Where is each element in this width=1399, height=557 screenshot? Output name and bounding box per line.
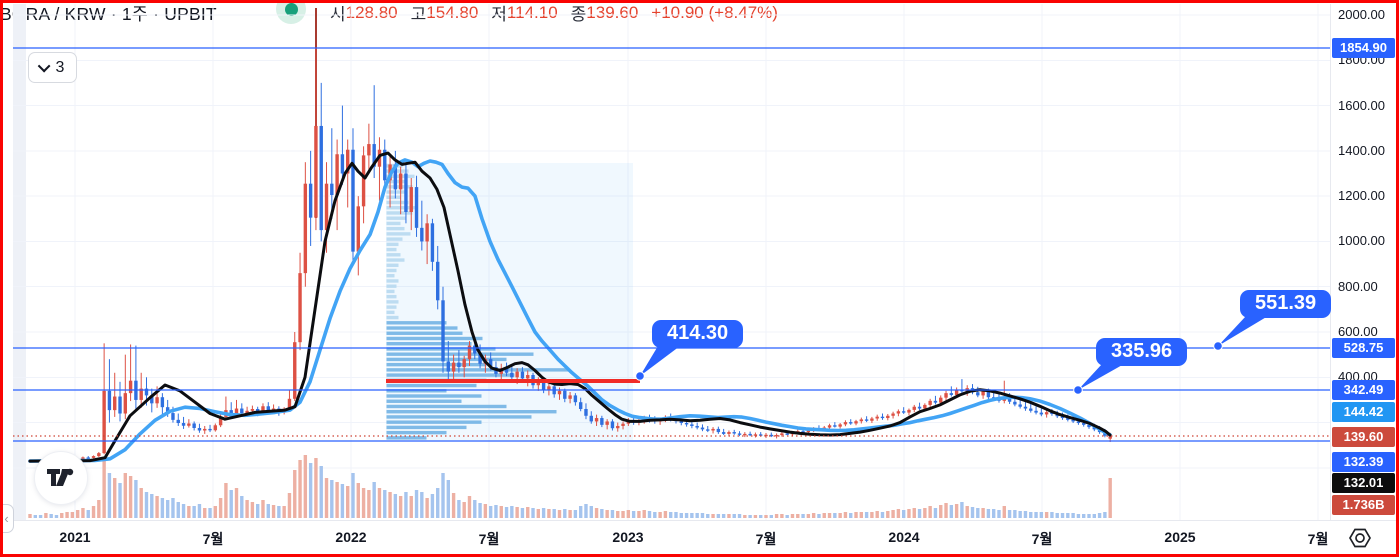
hidden-drawings-count: 3 — [55, 58, 65, 76]
price-callout-335.96[interactable]: 335.96 — [1096, 338, 1188, 366]
price-axis[interactable]: 2000.00 1800.00 1600.00 1400.00 1200.00 1000.… — [1330, 4, 1397, 520]
ma-blue-line — [28, 158, 1112, 463]
collapsed-drawing-toolbar — [13, 4, 26, 520]
price-tick-600.00: 600.00 — [1338, 324, 1378, 339]
price-badge-1854.90: 1854.90 — [1332, 38, 1395, 58]
low-value: 114.10 — [506, 2, 558, 22]
price-callout-414.30[interactable]: 414.30 — [652, 320, 744, 348]
time-tick-2022: 2022 — [335, 529, 367, 545]
tradingview-logo-icon — [47, 468, 74, 486]
high-value: 154.80 — [426, 2, 479, 22]
tradingview-logo-watermark — [34, 451, 88, 505]
hidden-drawings-toggle-button[interactable]: 3 — [28, 52, 77, 83]
price-badge-1.736B: 1.736B — [1332, 495, 1395, 515]
gear-icon — [1349, 528, 1371, 548]
price-tick-1600.00: 1600.00 — [1338, 97, 1385, 113]
price-badge-132.39: 132.39 — [1332, 452, 1395, 472]
time-tick-7월: 7월 — [1031, 531, 1053, 547]
time-tick-7월: 7월 — [202, 531, 224, 547]
close-value: 139.60 — [586, 2, 639, 22]
symbol-title[interactable]: BORA / KRW · 1주 · UPBIT — [0, 3, 217, 24]
volume-profile-drawing[interactable] — [386, 163, 633, 440]
price-badge-342.49: 342.49 — [1332, 380, 1395, 400]
ma-black-line — [28, 151, 1112, 463]
grid-lines — [13, 4, 1330, 520]
chart-settings-button[interactable] — [1346, 525, 1374, 551]
price-tick-1400.00: 1400.00 — [1338, 142, 1385, 158]
time-tick-7월: 7월 — [1307, 531, 1329, 547]
chevron-left-icon: ‹ — [4, 511, 9, 526]
price-badge-144.42: 144.42 — [1332, 402, 1395, 422]
price-badge-139.60: 139.60 — [1332, 427, 1395, 447]
price-tick-1200.00: 1200.00 — [1338, 188, 1385, 204]
time-tick-2024: 2024 — [888, 529, 920, 545]
market-status-icon — [276, 0, 306, 24]
chart-legend[interactable]: BORA / KRW · 1주 · UPBIT 시 128.80 고 154.80 … — [0, 0, 1399, 26]
chevron-down-icon — [37, 59, 50, 73]
price-callout-551.39[interactable]: 551.39 — [1240, 290, 1332, 318]
price-tick-1000.00: 1000.00 — [1338, 233, 1385, 249]
ohlc-values: 시 128.80 고 154.80 저 114.10 종 139.60 +10.90 (… — [330, 0, 778, 25]
horizontal-level-lines[interactable] — [13, 47, 1330, 442]
time-tick-7월: 7월 — [755, 531, 777, 547]
toolbar-expand-handle[interactable]: ‹ — [0, 504, 14, 533]
time-tick-2023: 2023 — [612, 529, 644, 545]
open-value: 128.80 — [345, 2, 398, 22]
price-tick-2000.00: 2000.00 — [1338, 7, 1385, 22]
time-tick-2025: 2025 — [1164, 529, 1196, 545]
price-badge-528.75: 528.75 — [1332, 338, 1395, 358]
callout-tails[interactable] — [635, 316, 1268, 395]
time-tick-2021: 2021 — [59, 529, 91, 545]
volume-bars — [28, 455, 1112, 518]
price-badge-132.01: 132.01 — [1332, 473, 1395, 493]
market-open-dot-icon — [284, 2, 298, 16]
time-tick-7월: 7월 — [478, 531, 500, 547]
time-axis[interactable]: 2021 7월 2022 7월 2023 7월 2024 7월 2025 7월 — [0, 520, 1399, 555]
price-tick-800.00: 800.00 — [1338, 278, 1378, 294]
change-value: +10.90 (+8.47%) — [651, 2, 778, 22]
